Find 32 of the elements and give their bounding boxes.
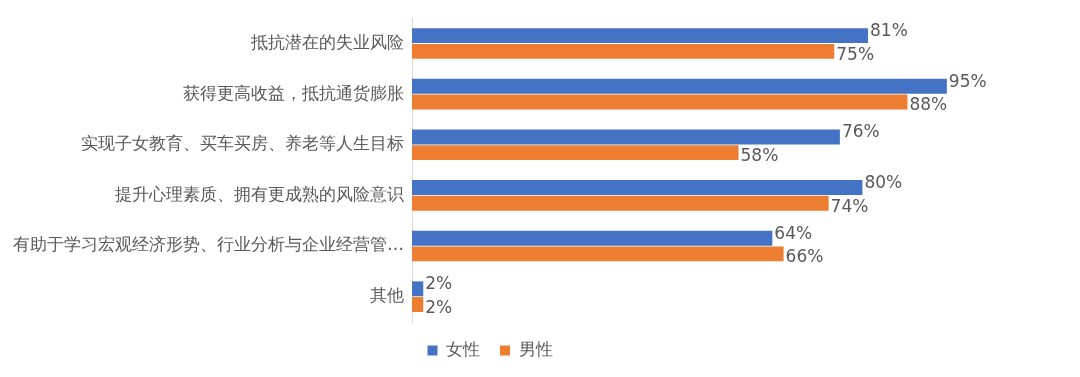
y-tick-label: 抵抗潜在的失业风险	[250, 31, 404, 52]
bar	[412, 281, 424, 297]
bar	[412, 180, 863, 196]
y-tick-label: 提升心理素质、拥有更成熟的风险意识	[115, 183, 404, 204]
data-label: 75%	[836, 43, 875, 64]
data-label: 88%	[909, 94, 948, 115]
y-tick-label: 其他	[370, 285, 404, 306]
y-tick-label: 实现子女教育、买车买房、养老等人生目标	[81, 133, 404, 154]
data-label: 64%	[774, 222, 813, 243]
y-tick-label: 有助于学习宏观经济形势、行业分析与企业经营管…	[13, 234, 404, 255]
y-tick-label: 获得更高收益，抵抗通货膨胀	[183, 82, 404, 103]
bar	[412, 28, 869, 44]
data-label: 2%	[425, 296, 453, 317]
bar	[412, 145, 739, 161]
bar	[412, 78, 947, 94]
legend-label: 女性	[446, 338, 480, 359]
bar	[412, 246, 784, 262]
bar	[412, 297, 424, 312]
data-label: 66%	[785, 246, 824, 267]
data-label: 2%	[425, 273, 453, 294]
data-label: 74%	[830, 195, 869, 216]
data-label: 80%	[864, 171, 903, 192]
bar	[412, 230, 773, 246]
bar	[412, 43, 835, 59]
bar	[412, 129, 840, 145]
data-label: 58%	[740, 145, 779, 166]
data-label: 95%	[948, 70, 987, 91]
data-label: 81%	[870, 20, 908, 41]
data-label: 76%	[841, 121, 880, 142]
bar	[412, 94, 908, 110]
legend-label: 男性	[518, 338, 553, 359]
bar	[412, 195, 829, 211]
